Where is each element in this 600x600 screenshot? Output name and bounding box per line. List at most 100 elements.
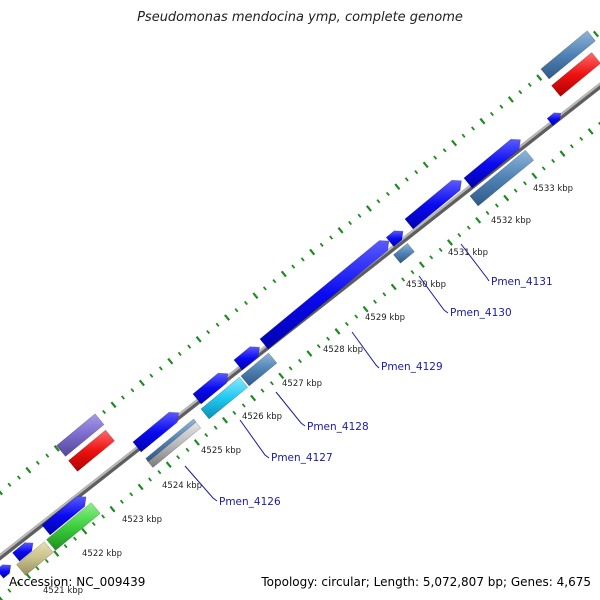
scale-dot [471, 126, 475, 131]
accession-text: Accession: NC_009439 [9, 575, 146, 589]
scale-dot [130, 388, 135, 393]
scale-dot [44, 558, 49, 564]
scale-dot [206, 329, 211, 335]
scale-dot [429, 255, 434, 260]
scale-dot [523, 181, 527, 186]
scale-dot [121, 395, 125, 400]
scale-dot [119, 499, 124, 504]
cds-forward-feature [463, 138, 521, 189]
scale-dot [410, 270, 415, 275]
scale-dot [91, 521, 96, 527]
scale-dot [234, 308, 239, 313]
gene-label: Pmen_4131 [491, 276, 553, 288]
cds-forward-feature [0, 564, 12, 579]
scale-dot [167, 357, 174, 365]
scale-dot [536, 74, 543, 81]
scale-dot [158, 366, 163, 371]
cds-forward-feature [233, 346, 260, 371]
scale-dot [518, 90, 523, 95]
scale-dot [224, 314, 231, 321]
scale-dot [348, 220, 352, 226]
red-feature [551, 52, 600, 97]
scale-tick-label: 4524 kbp [162, 481, 202, 491]
scale-dot [193, 439, 200, 446]
gene-label: Pmen_4127 [271, 452, 333, 464]
scale-dot [165, 461, 172, 469]
scale-dot [344, 321, 349, 327]
scale-tick-label: 4526 kbp [242, 412, 282, 422]
scale-dot [16, 475, 21, 480]
gene-labels: Pmen_4126 Pmen_4127 Pmen_4128 Pmen_4129 Pmen… [184, 243, 553, 508]
scale-dot [329, 235, 334, 240]
gene-leader-line [460, 243, 490, 282]
scale-tick-label: 4529 kbp [365, 313, 405, 323]
scale-dot [451, 139, 458, 147]
scale-dot [319, 242, 324, 247]
scale-dot [438, 247, 443, 253]
scale-dot [35, 460, 40, 466]
scale-dot [446, 239, 454, 246]
scale-dot [0, 596, 4, 600]
scale-dot [362, 305, 369, 313]
scale-dot [129, 492, 134, 497]
scale-dot [442, 148, 447, 153]
scale-dot [507, 96, 514, 103]
scale-dot [337, 226, 344, 234]
scale-dot [176, 455, 181, 460]
scale-dot [592, 30, 600, 38]
cds-forward-feature [259, 240, 390, 350]
purple-feature [56, 413, 105, 457]
green-feature [46, 502, 101, 551]
gene-leader-line [275, 391, 306, 427]
scale-dot [298, 358, 302, 364]
scale-dot [241, 403, 246, 408]
scale-dot [101, 514, 106, 519]
scale-dot [401, 277, 406, 282]
scale-tick-label: 4525 kbp [201, 446, 241, 456]
cds-forward-feature [546, 112, 562, 126]
scale-tick-label: 4521 kbp [43, 586, 83, 596]
scale-dot [394, 183, 401, 190]
scale-dot [309, 248, 316, 256]
scale-dot [489, 111, 494, 117]
scale-dot [81, 528, 88, 535]
cds-forward-feature [12, 542, 34, 562]
scale-dot [7, 588, 12, 593]
gene-leader-line [184, 465, 218, 502]
scale-dot [541, 166, 546, 171]
gene-label: Pmen_4129 [381, 361, 443, 373]
scale-dot [195, 336, 202, 343]
scale-dot [280, 270, 287, 278]
scale-dot [177, 351, 182, 356]
scale-dot [404, 177, 409, 182]
scale-dot [278, 372, 285, 380]
scale-dot [137, 483, 144, 491]
scale-dot [385, 191, 390, 197]
genome-summary-text: Topology: circular; Length: 5,072,807 bp… [261, 575, 591, 589]
scale-dot [244, 300, 248, 306]
scale-dot [138, 379, 145, 387]
scale-dot [513, 188, 518, 193]
gene-leader-line [418, 275, 449, 314]
scale-dot [0, 490, 4, 496]
scale-dot [148, 477, 152, 482]
gene-leader-line [239, 419, 270, 459]
scale-dot [306, 350, 313, 357]
scale-dot [260, 388, 265, 393]
scale-dot [326, 336, 331, 341]
scale-dot [53, 445, 60, 452]
scale-dot [373, 299, 377, 304]
steel-feature [540, 30, 596, 80]
scale-dot [485, 210, 490, 215]
scale-dot [559, 150, 566, 157]
scale-dot [433, 155, 438, 160]
cds-forward-feature [41, 496, 87, 536]
map-title: Pseudomonas mendocina ymp, complete geno… [137, 10, 463, 25]
scale-dot [531, 172, 538, 180]
scale-dot [262, 286, 267, 291]
scale-tick-label: 4527 kbp [282, 379, 322, 389]
inner-scale-ring [0, 121, 600, 600]
scale-dot [300, 257, 305, 262]
